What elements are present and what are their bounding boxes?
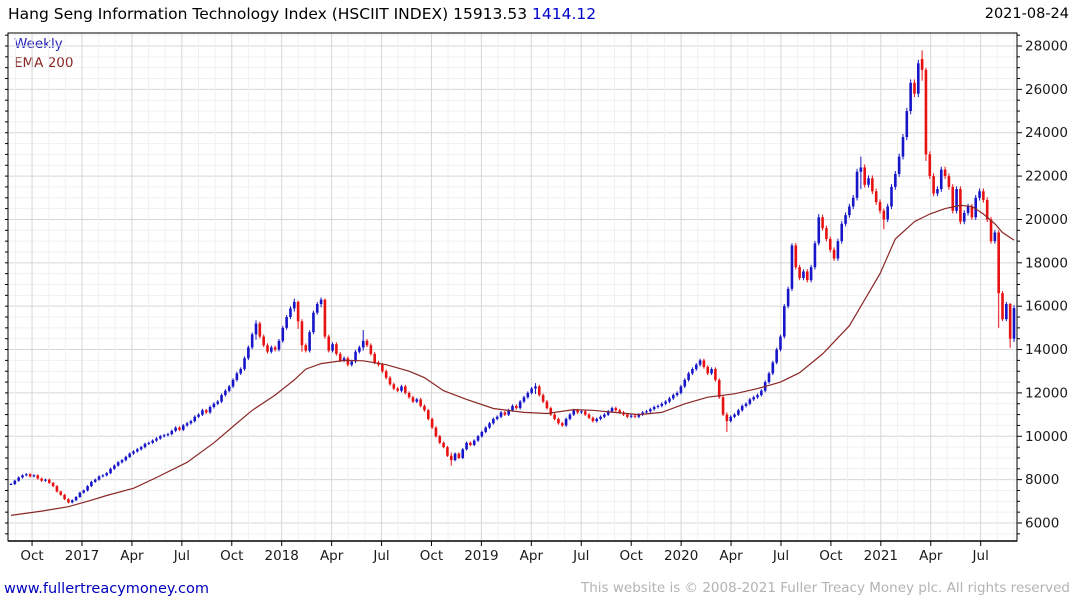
svg-text:2018: 2018 (265, 548, 299, 564)
svg-text:10000: 10000 (1025, 429, 1068, 445)
svg-text:Apr: Apr (919, 548, 943, 564)
svg-text:16000: 16000 (1025, 299, 1068, 315)
plot-frame (5, 32, 1022, 546)
legend-ema200: EMA 200 (14, 54, 73, 73)
svg-text:Jul: Jul (173, 548, 190, 564)
legend-timeframe: Weekly (14, 35, 73, 54)
axis-labels: 6000 8000 10000 12000 14000 16000 18000 20000 22… (20, 39, 1068, 565)
chart-change-value: 1414.12 (532, 5, 597, 23)
svg-text:2019: 2019 (464, 548, 498, 564)
chart-legend: Weekly EMA 200 (14, 35, 73, 73)
chart-date: 2021-08-24 (984, 6, 1069, 22)
chart-title-main: Hang Seng Information Technology Index (… (8, 5, 528, 23)
svg-text:2021: 2021 (864, 548, 898, 564)
copyright-text: This website is © 2008-2021 Fuller Treac… (581, 580, 1070, 596)
svg-text:18000: 18000 (1025, 255, 1068, 271)
svg-text:Apr: Apr (120, 548, 144, 564)
svg-text:Apr: Apr (719, 548, 743, 564)
svg-text:2020: 2020 (664, 548, 698, 564)
svg-text:Oct: Oct (620, 548, 643, 564)
ema-line (10, 204, 1015, 516)
svg-text:Oct: Oct (819, 548, 842, 564)
svg-text:Jul: Jul (572, 548, 589, 564)
svg-text:Oct: Oct (20, 548, 43, 564)
svg-text:12000: 12000 (1025, 385, 1068, 401)
gridlines (8, 33, 1017, 541)
site-link[interactable]: www.fullertreacymoney.com (4, 581, 209, 597)
svg-text:22000: 22000 (1025, 169, 1068, 185)
svg-text:Jul: Jul (772, 548, 789, 564)
svg-text:2017: 2017 (65, 548, 99, 564)
svg-text:28000: 28000 (1025, 39, 1068, 55)
chart-plot-area[interactable] (8, 33, 1017, 541)
svg-text:6000: 6000 (1025, 516, 1059, 532)
svg-text:8000: 8000 (1025, 472, 1059, 488)
svg-text:24000: 24000 (1025, 125, 1068, 141)
svg-text:Jul: Jul (972, 548, 989, 564)
svg-text:Oct: Oct (420, 548, 443, 564)
chart-title: Hang Seng Information Technology Index (… (8, 5, 596, 23)
svg-text:Apr: Apr (520, 548, 544, 564)
svg-text:Apr: Apr (320, 548, 344, 564)
svg-text:Jul: Jul (372, 548, 389, 564)
candlesticks (9, 50, 1016, 504)
svg-text:14000: 14000 (1025, 342, 1068, 358)
svg-text:20000: 20000 (1025, 212, 1068, 228)
svg-text:26000: 26000 (1025, 82, 1068, 98)
svg-text:Oct: Oct (220, 548, 243, 564)
